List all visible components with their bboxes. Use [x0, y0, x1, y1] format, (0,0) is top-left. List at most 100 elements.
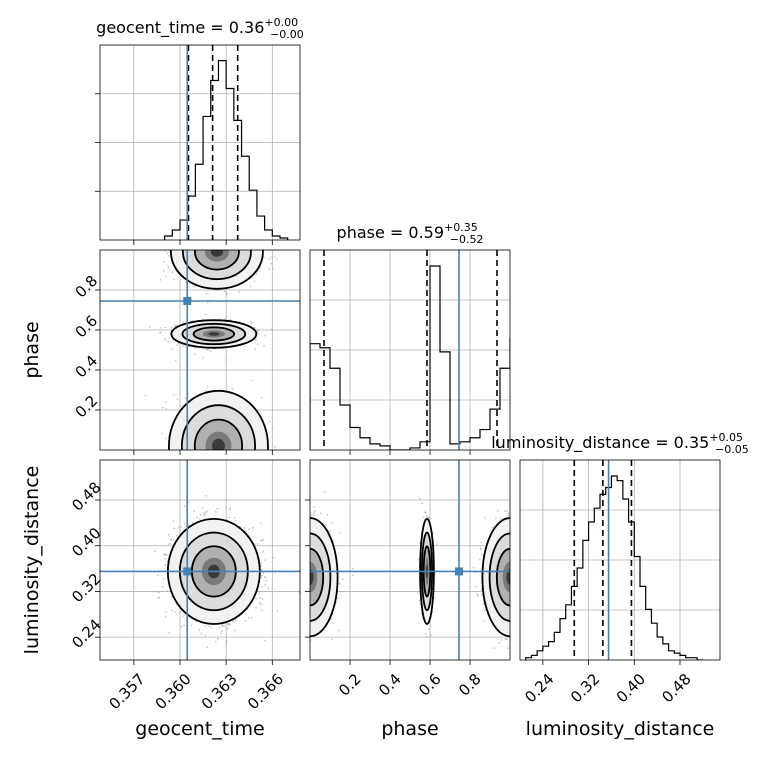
scatter-phase-vs-luminosity-distance-point [295, 569, 297, 571]
scatter-phase-vs-luminosity-distance-point [303, 548, 305, 550]
scatter-phase-vs-luminosity-distance-point [303, 603, 305, 605]
scatter-phase-vs-luminosity-distance-point [301, 563, 303, 565]
scatter-phase-vs-luminosity-distance-point [308, 547, 310, 549]
scatter-geocent-time-vs-phase-point [205, 462, 207, 464]
scatter-geocent-time-vs-phase-point [231, 462, 233, 464]
scatter-geocent-time-vs-phase-density-1-4 [211, 247, 223, 257]
scatter-phase-vs-luminosity-distance-point [301, 536, 303, 538]
scatter-geocent-time-vs-phase-point [271, 256, 273, 258]
scatter-geocent-time-vs-luminosity-distance-point [258, 591, 260, 593]
scatter-phase-vs-luminosity-distance-point [308, 625, 310, 627]
scatter-phase-vs-luminosity-distance-point [296, 603, 298, 605]
scatter-phase-vs-luminosity-distance-point [301, 595, 303, 597]
scatter-geocent-time-vs-phase-point [271, 328, 273, 330]
scatter-geocent-time-vs-phase-point [214, 231, 216, 233]
scatter-geocent-time-vs-phase-point [220, 234, 222, 236]
scatter-geocent-time-vs-phase-point [232, 474, 234, 476]
scatter-geocent-time-vs-phase-point [207, 241, 209, 243]
scatter-geocent-time-vs-phase-point [219, 463, 221, 465]
scatter-geocent-time-vs-phase-point [205, 497, 207, 499]
scatter-phase-vs-luminosity-distance-point [307, 573, 309, 575]
scatter-phase-vs-luminosity-distance-point [284, 627, 286, 629]
scatter-geocent-time-vs-luminosity-distance-point [183, 615, 185, 617]
scatter-geocent-time-vs-phase-point [224, 247, 226, 249]
scatter-geocent-time-vs-phase-point [203, 472, 205, 474]
scatter-geocent-time-vs-phase-point [229, 468, 231, 470]
scatter-geocent-time-vs-luminosity-distance-point [203, 514, 205, 516]
scatter-geocent-time-vs-phase-point [194, 241, 196, 243]
scatter-phase-vs-luminosity-distance-point [293, 621, 295, 623]
scatter-geocent-time-vs-phase-point [200, 496, 202, 498]
scatter-geocent-time-vs-phase-point [228, 241, 230, 243]
scatter-geocent-time-vs-phase-point [214, 245, 216, 247]
scatter-geocent-time-vs-phase-point [167, 252, 169, 254]
scatter-geocent-time-vs-phase-point [194, 478, 196, 480]
scatter-geocent-time-vs-phase-point [234, 486, 236, 488]
scatter-geocent-time-vs-phase-point [176, 231, 178, 233]
scatter-geocent-time-vs-phase-point [211, 476, 213, 478]
scatter-geocent-time-vs-phase-point [177, 398, 179, 400]
scatter-geocent-time-vs-phase-point [232, 247, 234, 249]
scatter-geocent-time-vs-phase-point [246, 469, 248, 471]
scatter-geocent-time-vs-phase-point [221, 460, 223, 462]
scatter-geocent-time-vs-luminosity-distance-point [165, 564, 167, 566]
scatter-phase-vs-luminosity-distance-point [325, 524, 327, 526]
scatter-geocent-time-vs-phase-point [214, 228, 216, 230]
scatter-phase-vs-luminosity-distance-point [305, 582, 307, 584]
scatter-geocent-time-vs-phase-point [166, 452, 168, 454]
scatter-geocent-time-vs-luminosity-distance-point [208, 626, 210, 628]
scatter-geocent-time-vs-phase-point [202, 461, 204, 463]
scatter-geocent-time-vs-luminosity-distance-point [205, 635, 207, 637]
scatter-geocent-time-vs-luminosity-distance-point [255, 607, 257, 609]
scatter-phase-vs-luminosity-distance-point [305, 559, 307, 561]
scatter-geocent-time-vs-phase-point [236, 457, 238, 459]
scatter-phase-vs-luminosity-distance-point [324, 491, 326, 493]
scatter-geocent-time-vs-phase-point [228, 489, 230, 491]
scatter-geocent-time-vs-luminosity-distance-point [165, 611, 167, 613]
scatter-geocent-time-vs-phase-point [215, 484, 217, 486]
scatter-geocent-time-vs-phase-point [210, 240, 212, 242]
scatter-geocent-time-vs-phase-point [201, 318, 203, 320]
scatter-geocent-time-vs-phase-point [207, 502, 209, 504]
scatter-geocent-time-vs-phase-point [201, 458, 203, 460]
scatter-geocent-time-vs-phase-point [219, 469, 221, 471]
scatter-geocent-time-vs-phase-point [243, 453, 245, 455]
scatter-geocent-time-vs-phase-point [238, 291, 240, 293]
scatter-geocent-time-vs-phase-point [165, 438, 167, 440]
scatter-geocent-time-vs-phase-point [196, 497, 198, 499]
scatter-geocent-time-vs-phase-point [203, 463, 205, 465]
scatter-geocent-time-vs-phase-point [235, 473, 237, 475]
scatter-phase-vs-luminosity-distance-point [303, 612, 305, 614]
scatter-geocent-time-vs-phase-point [289, 469, 291, 471]
scatter-geocent-time-vs-luminosity-distance-point [258, 593, 260, 595]
scatter-geocent-time-vs-phase-point [216, 471, 218, 473]
scatter-geocent-time-vs-luminosity-distance-point [259, 597, 261, 599]
scatter-geocent-time-vs-phase-point [254, 280, 256, 282]
scatter-geocent-time-vs-luminosity-distance-point [204, 625, 206, 627]
scatter-geocent-time-vs-phase-point [212, 245, 214, 247]
scatter-geocent-time-vs-phase-point [237, 472, 239, 474]
scatter-phase-vs-luminosity-distance-point [283, 534, 285, 536]
scatter-geocent-time-vs-phase-point [173, 279, 175, 281]
scatter-geocent-time-vs-phase-point [247, 465, 249, 467]
scatter-geocent-time-vs-phase-point [221, 506, 223, 508]
scatter-phase-vs-luminosity-distance-point [303, 564, 305, 566]
scatter-geocent-time-vs-phase-point [218, 227, 220, 229]
scatter-phase-vs-luminosity-distance-point [302, 609, 304, 611]
scatter-phase-vs-luminosity-distance-point [304, 589, 306, 591]
scatter-geocent-time-vs-phase-point [224, 229, 226, 231]
scatter-geocent-time-vs-phase-point [258, 232, 260, 234]
scatter-geocent-time-vs-phase-point [204, 234, 206, 236]
scatter-geocent-time-vs-phase-point [218, 242, 220, 244]
scatter-geocent-time-vs-phase-point [215, 481, 217, 483]
scatter-geocent-time-vs-phase-point [234, 235, 236, 237]
scatter-geocent-time-vs-phase-point [202, 234, 204, 236]
scatter-phase-vs-luminosity-distance-point [304, 555, 306, 557]
scatter-geocent-time-vs-phase-point [216, 462, 218, 464]
scatter-phase-vs-luminosity-distance-point [290, 585, 292, 587]
scatter-phase-vs-luminosity-distance-point [304, 565, 306, 567]
scatter-phase-vs-luminosity-distance-point [307, 569, 309, 571]
scatter-geocent-time-vs-phase-point [221, 467, 223, 469]
scatter-geocent-time-vs-phase-point [171, 348, 173, 350]
